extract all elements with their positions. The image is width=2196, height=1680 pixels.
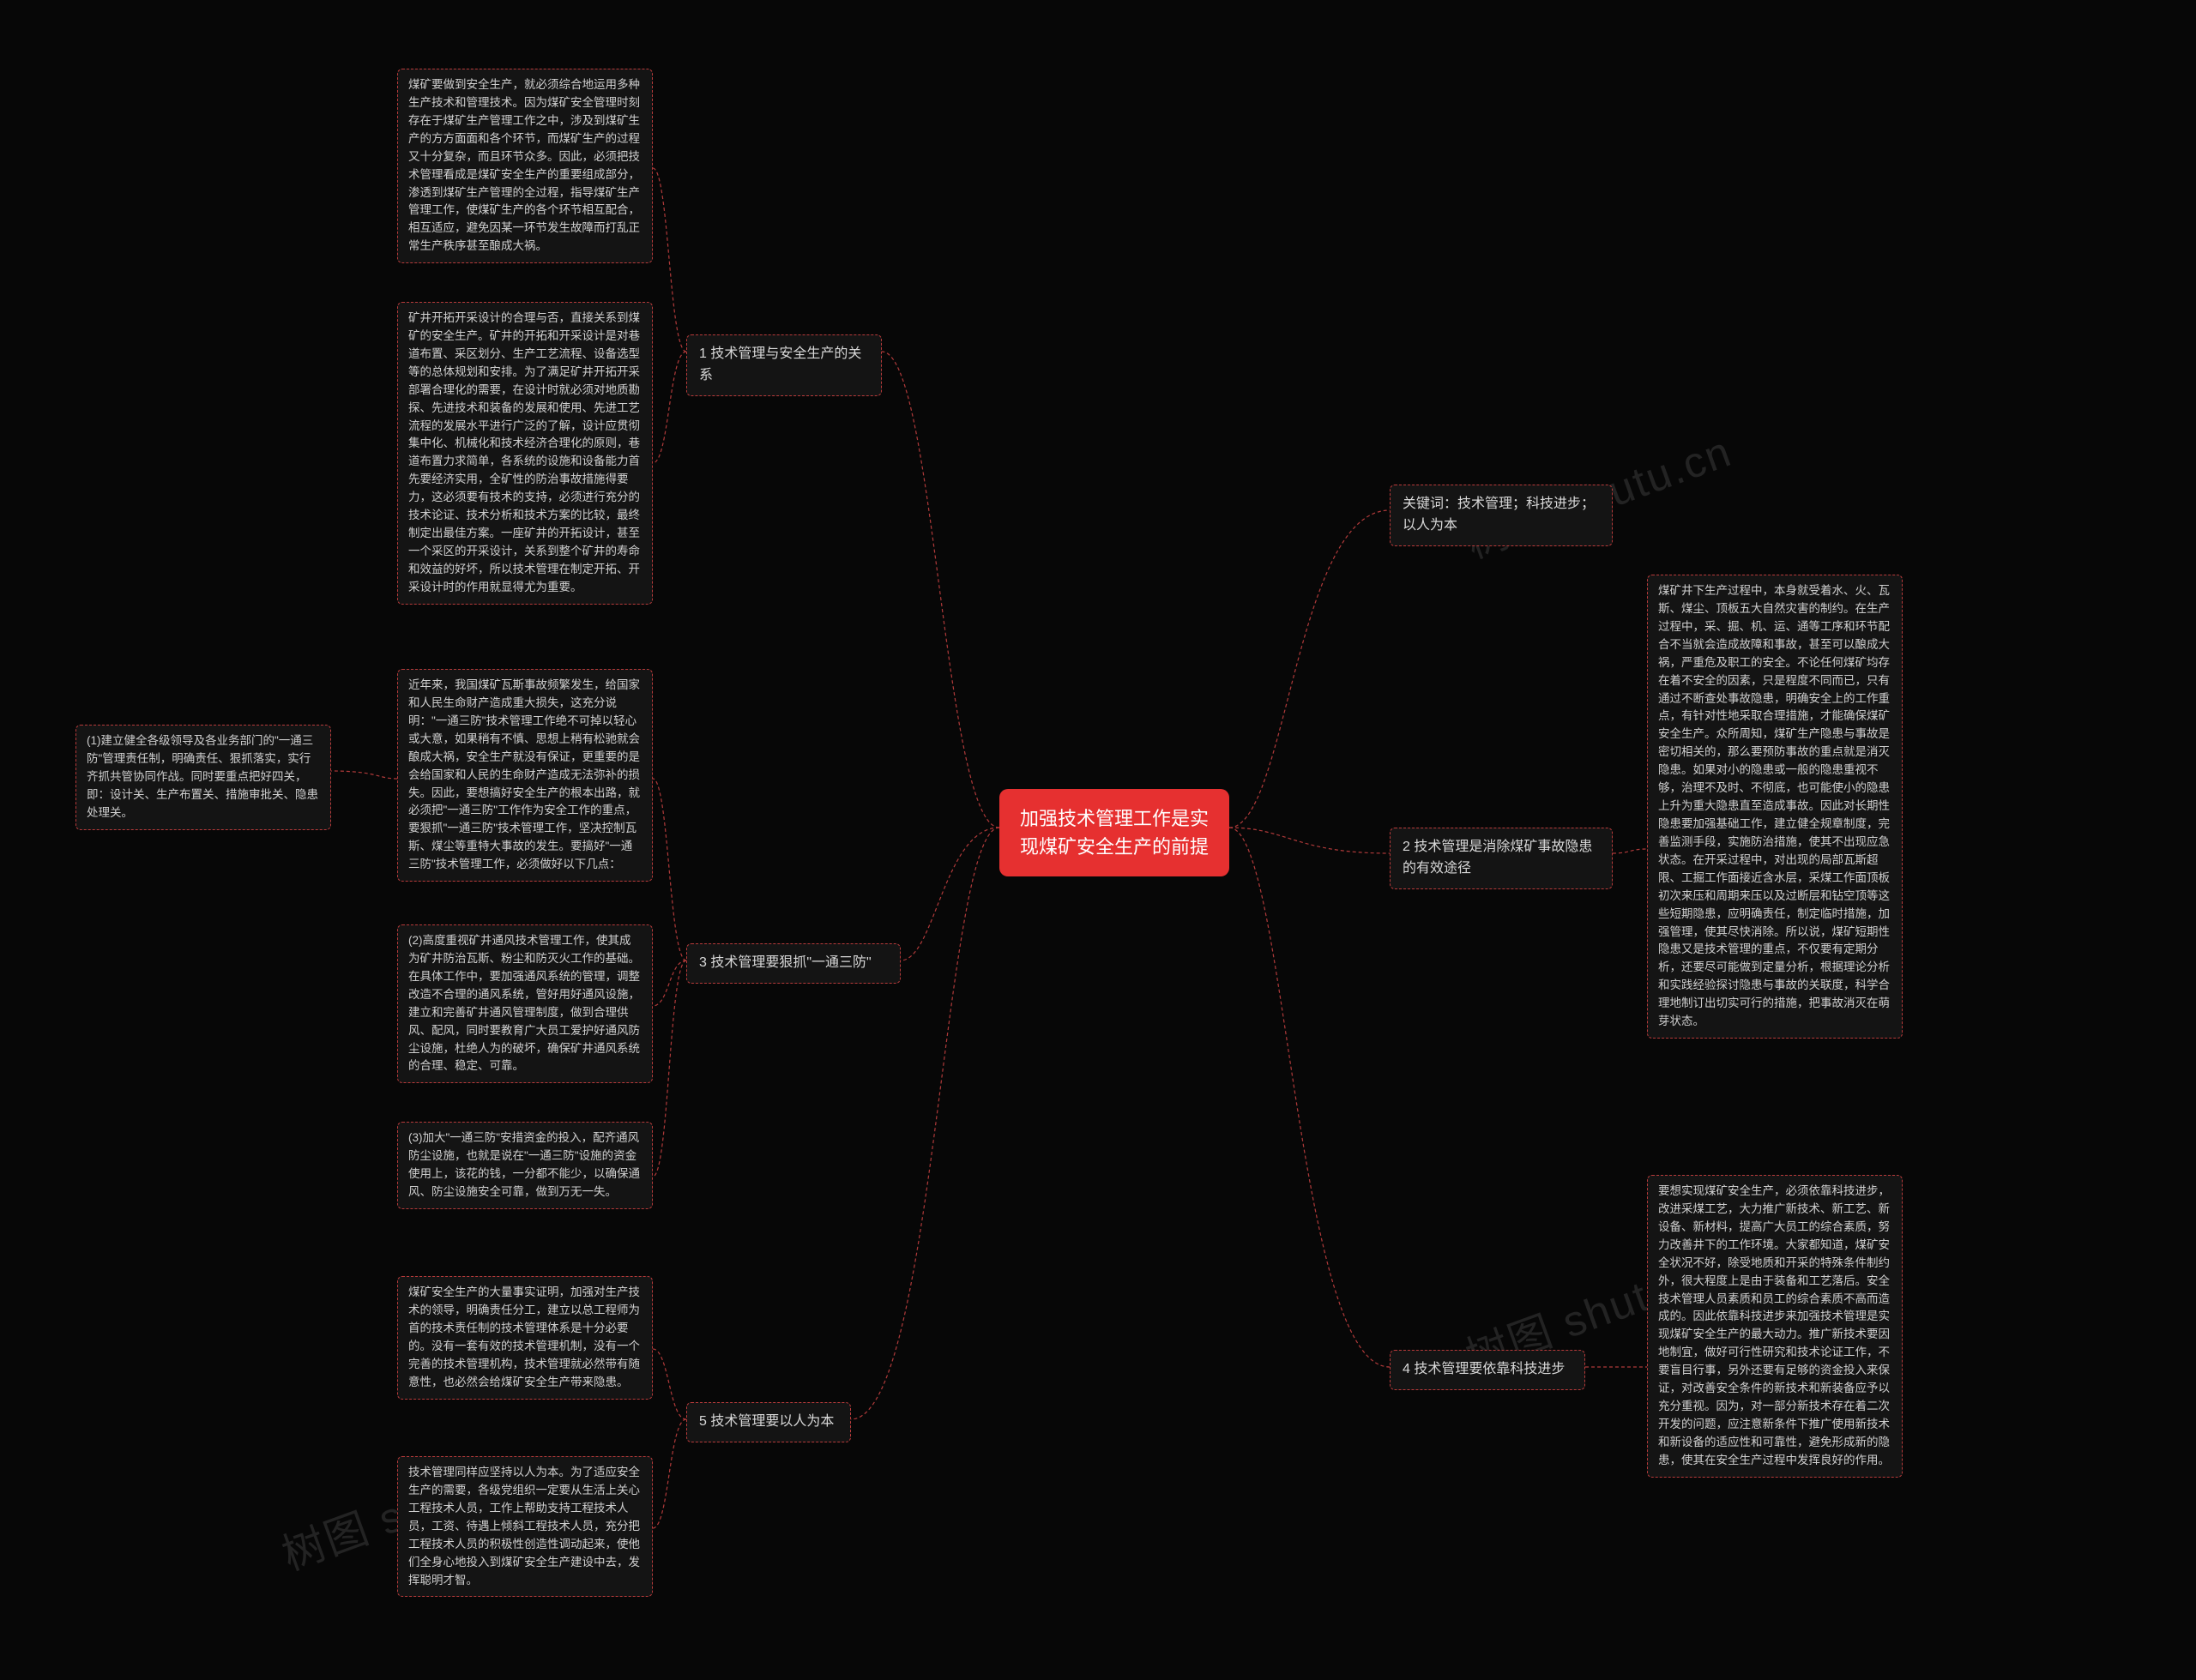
center-node: 加强技术管理工作是实现煤矿安全生产的前提: [999, 789, 1229, 876]
branch-r0: 关键词：技术管理；科技进步；以人为本: [1390, 485, 1613, 546]
branch-r2: 2 技术管理是消除煤矿事故隐患的有效途径: [1390, 828, 1613, 889]
leaf-r4a: 要想实现煤矿安全生产，必须依靠科技进步，改进采煤工艺，大力推广新技术、新工艺、新…: [1647, 1175, 1903, 1478]
leaf-l3a1: (1)建立健全各级领导及各业务部门的"一通三防"管理责任制，明确责任、狠抓落实，…: [75, 725, 331, 830]
leaf-l1b: 矿井开拓开采设计的合理与否，直接关系到煤矿的安全生产。矿井的开拓和开采设计是对巷…: [397, 302, 653, 605]
branch-l5: 5 技术管理要以人为本: [686, 1402, 851, 1442]
leaf-r2a: 煤矿井下生产过程中，本身就受着水、火、瓦斯、煤尘、顶板五大自然灾害的制约。在生产…: [1647, 575, 1903, 1039]
leaf-l3c: (3)加大"一通三防"安措资金的投入，配齐通风防尘设施，也就是说在"一通三防"设…: [397, 1122, 653, 1209]
branch-l3: 3 技术管理要狠抓"一通三防": [686, 943, 901, 984]
leaf-l1a: 煤矿要做到安全生产，就必须综合地运用多种生产技术和管理技术。因为煤矿安全管理时刻…: [397, 69, 653, 263]
leaf-l5a: 煤矿安全生产的大量事实证明，加强对生产技术的领导，明确责任分工，建立以总工程师为…: [397, 1276, 653, 1400]
branch-l1: 1 技术管理与安全生产的关系: [686, 334, 882, 396]
leaf-l3a: 近年来，我国煤矿瓦斯事故频繁发生，给国家和人民生命财产造成重大损失，这充分说明：…: [397, 669, 653, 882]
leaf-l3b: (2)高度重视矿井通风技术管理工作，使其成为矿井防治瓦斯、粉尘和防灭火工作的基础…: [397, 924, 653, 1083]
branch-r4: 4 技术管理要依靠科技进步: [1390, 1350, 1585, 1390]
leaf-l5b: 技术管理同样应坚持以人为本。为了适应安全生产的需要，各级党组织一定要从生活上关心…: [397, 1456, 653, 1597]
